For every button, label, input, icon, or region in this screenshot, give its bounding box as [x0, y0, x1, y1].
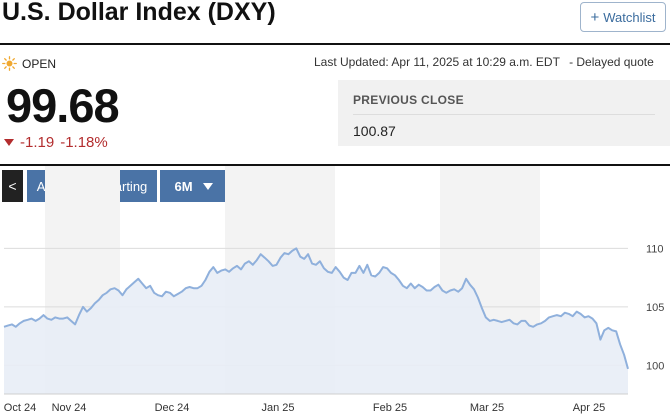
plus-icon: + [590, 8, 600, 26]
range-dropdown[interactable]: 6M [160, 170, 227, 202]
y-tick-label: 105 [646, 302, 664, 314]
y-tick-label: 100 [646, 360, 664, 372]
header-divider [0, 43, 670, 45]
x-tick-label: Dec 24 [155, 402, 190, 414]
x-tick-label: Apr 25 [573, 402, 605, 414]
down-arrow-icon [4, 139, 14, 146]
x-tick-label: Feb 25 [373, 402, 407, 414]
chart-divider [0, 164, 670, 166]
change-percent: -1.18% [60, 134, 108, 151]
previous-close-label: PREVIOUS CLOSE [353, 93, 464, 107]
x-tick-label: Nov 24 [52, 402, 87, 414]
back-button[interactable]: < [2, 170, 23, 202]
price-line [3, 247, 629, 370]
watchlist-button[interactable]: + Watchlist [580, 2, 666, 32]
sun-icon [2, 56, 17, 71]
range-label: 6M [174, 178, 193, 194]
market-status: OPEN [2, 56, 56, 71]
delay-note: - Delayed quote [569, 55, 654, 69]
x-tick-label: Jan 25 [261, 402, 294, 414]
watchlist-label: Watchlist [603, 9, 656, 25]
last-updated: Last Updated: Apr 11, 2025 at 10:29 a.m.… [314, 55, 654, 69]
price-change: -1.19 -1.18% [4, 134, 108, 151]
change-value: -1.19 [20, 134, 55, 151]
market-state-label: OPEN [22, 56, 57, 71]
previous-close-panel: PREVIOUS CLOSE 100.87 [338, 80, 670, 146]
last-updated-text: Last Updated: Apr 11, 2025 at 10:29 a.m.… [314, 55, 560, 69]
chevron-down-icon [202, 182, 213, 190]
page-title: U.S. Dollar Index (DXY) [2, 0, 276, 26]
x-tick-label: Oct 24 [4, 402, 36, 414]
previous-close-divider [353, 114, 655, 115]
previous-close-value: 100.87 [353, 123, 396, 139]
x-tick-label: Mar 25 [470, 402, 504, 414]
area-fill [4, 248, 628, 394]
y-tick-label: 110 [646, 243, 664, 255]
current-price: 99.68 [6, 79, 120, 132]
